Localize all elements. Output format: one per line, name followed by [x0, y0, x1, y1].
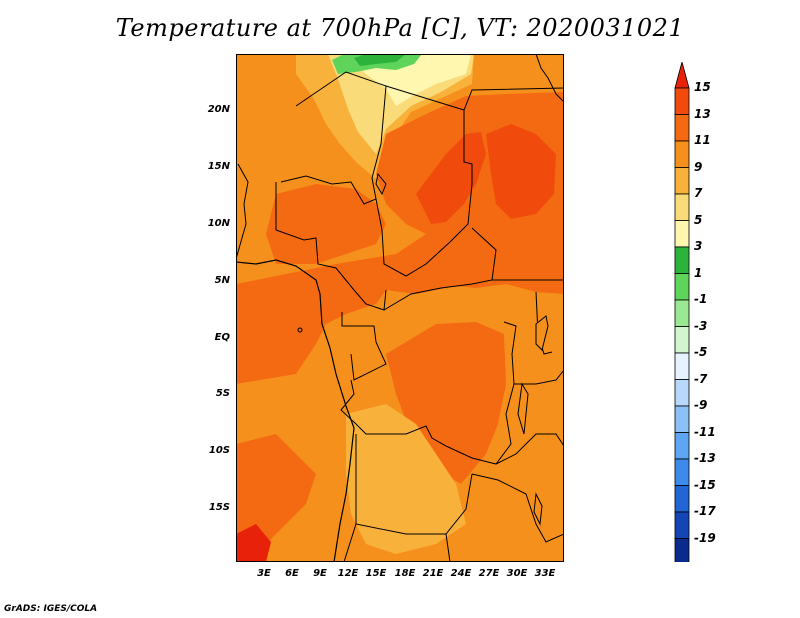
colorbar-swatch: [674, 114, 690, 142]
colorbar-label: -1: [694, 292, 708, 306]
colorbar-label: 9: [694, 159, 703, 174]
colorbar-label: -5: [694, 345, 708, 359]
lon-label: 30E: [506, 568, 528, 579]
colorbar-label: -3: [694, 318, 708, 333]
field-band-11-west: [266, 184, 386, 264]
colorbar-label: -13: [694, 451, 716, 465]
colorbar-label: -19: [694, 530, 716, 545]
colorbar-swatch: [674, 140, 690, 168]
colorbar-label: -17: [694, 504, 716, 518]
lon-label: 21E: [422, 568, 444, 579]
lat-label: 10N: [207, 218, 230, 229]
temperature-field: [236, 54, 564, 562]
field-band-11-central: [236, 194, 564, 384]
lon-label: 33E: [534, 568, 556, 579]
colorbar-label: 1: [694, 265, 703, 280]
colorbar: [674, 62, 690, 562]
colorbar-swatch: [674, 458, 690, 486]
colorbar-swatch: [674, 511, 690, 539]
colorbar-label: 5: [694, 212, 703, 227]
lon-label: 12E: [337, 568, 359, 579]
lon-label: 27E: [478, 568, 500, 579]
colorbar-label: -11: [694, 424, 716, 439]
island: [297, 327, 303, 333]
field-band-11-congo: [386, 322, 506, 484]
colorbar-swatch: [674, 352, 690, 380]
lon-label: 3E: [257, 568, 271, 579]
colorbar-top-arrow: [674, 62, 690, 89]
colorbar-swatch: [674, 273, 690, 301]
lat-label: 10S: [208, 445, 230, 456]
colorbar-label: -7: [694, 371, 708, 386]
lat-label: 5N: [214, 275, 230, 286]
colorbar-swatch: [674, 326, 690, 354]
lake-victoria: [535, 315, 549, 351]
colorbar-swatch: [674, 432, 690, 460]
lon-label: 18E: [394, 568, 416, 579]
lat-label: 20N: [207, 104, 230, 115]
coastline-west: [236, 163, 249, 260]
lat-label: 15S: [208, 502, 230, 513]
map-plot: [236, 54, 564, 562]
colorbar-swatch: [674, 405, 690, 433]
colorbar-label: -15: [694, 477, 716, 492]
lake-tanganyika: [517, 382, 529, 435]
colorbar-swatch: [674, 220, 690, 248]
coastline: [236, 259, 355, 562]
field-band-15-sw: [236, 524, 271, 562]
lake-malawi: [533, 492, 543, 526]
colorbar-swatch: [674, 299, 690, 327]
colorbar-label: 7: [694, 186, 703, 200]
field-band-13-a: [416, 132, 486, 224]
field-band-9-south: [346, 404, 466, 554]
lat-label: 5S: [215, 388, 230, 399]
colorbar-swatch: [674, 167, 690, 195]
lon-label: 9E: [313, 568, 327, 579]
colorbar-swatch: [674, 538, 690, 562]
colorbar-swatch: [674, 193, 690, 221]
colorbar-label: 15: [694, 80, 711, 94]
lake-chad: [375, 172, 387, 196]
colorbar-label: 11: [694, 133, 711, 147]
red-sea-coast: [535, 54, 564, 103]
colorbar-swatch: [674, 87, 690, 115]
lat-label: 15N: [207, 161, 230, 172]
lon-label: 24E: [450, 568, 472, 579]
colorbar-label: 3: [694, 239, 703, 253]
lon-label: 6E: [285, 568, 299, 579]
colorbar-swatch: [674, 379, 690, 407]
colorbar-label: 13: [694, 106, 711, 121]
lon-label: 15E: [365, 568, 387, 579]
field-band-1: [354, 54, 406, 66]
credit-footer: GrADS: IGES/COLA: [4, 604, 98, 614]
colorbar-swatch: [674, 485, 690, 513]
lat-label: EQ: [214, 332, 230, 343]
field-band-13-b: [486, 124, 556, 219]
colorbar-label: -9: [694, 398, 708, 412]
colorbar-swatch: [674, 246, 690, 274]
map-title: Temperature at 700hPa [C], VT: 202003102…: [115, 14, 685, 42]
